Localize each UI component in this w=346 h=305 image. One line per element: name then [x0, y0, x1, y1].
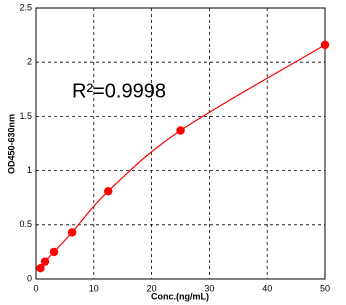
data-point [176, 126, 185, 135]
x-axis-label: Conc.(ng/mL) [151, 291, 209, 301]
y-axis-label: OD450-630nm [6, 114, 16, 174]
y-tick-label: 1.5 [19, 111, 32, 121]
data-point [49, 247, 59, 257]
x-tick-label: 20 [147, 283, 157, 293]
data-point [320, 40, 330, 50]
data-point [40, 257, 50, 266]
x-tick-label: 50 [320, 283, 330, 293]
y-tick-label: 0.5 [19, 219, 32, 229]
x-tick-label: 10 [89, 283, 99, 293]
x-tick-label: 0 [33, 283, 38, 293]
annotation: R²=0.9998 [72, 80, 166, 102]
fit-curve [40, 44, 326, 269]
data-point [36, 263, 45, 273]
x-tick-label: 40 [262, 283, 272, 293]
y-tick-label: 1 [27, 165, 32, 175]
y-tick-label: 2 [27, 57, 32, 67]
y-tick-label: 0 [27, 273, 32, 283]
y-tick-label: 2.5 [19, 2, 32, 12]
x-tick-label: 30 [204, 283, 214, 293]
data-point [67, 228, 77, 237]
data-point [104, 186, 113, 196]
plot-frame [35, 7, 326, 280]
